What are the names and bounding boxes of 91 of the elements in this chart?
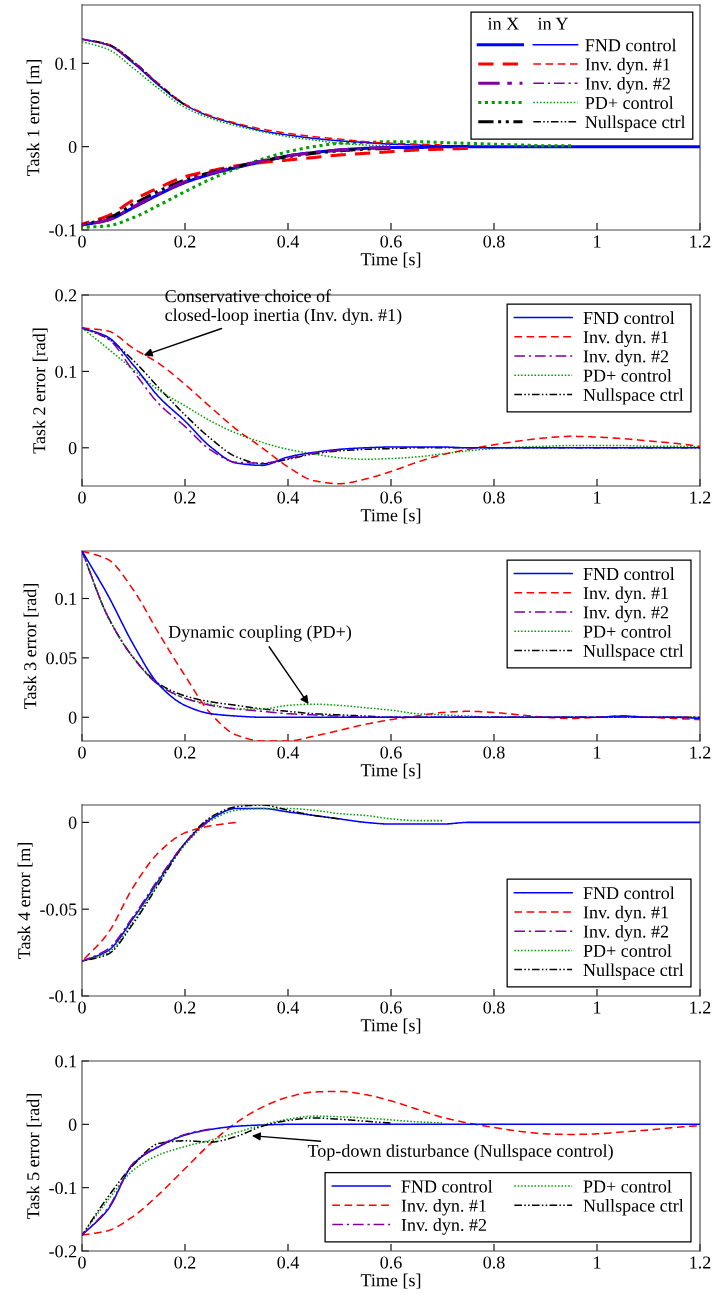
x-tick-label: 1.2 [690,1001,711,1014]
legend-label: PD+ control [583,1179,672,1193]
legend-label: Inv. dyn. #1 [401,1199,486,1216]
x-tick-label: 0 [78,746,86,759]
x-axis-title: Time [s] [360,1273,421,1289]
legend-label: Nullspace ctrl [583,963,684,980]
x-tick-label: 0.2 [174,746,196,759]
y-tick-label: 0.1 [55,365,77,378]
x-tick-label: 0.4 [277,491,299,504]
x-tick-label: 0.4 [277,1001,299,1014]
x-tick-label: 0 [78,235,86,248]
legend-label: PD+ control [583,625,672,638]
y-tick-label: -0.05 [40,903,77,916]
legend-label: FND control [583,311,675,325]
legend-label: Nullspace ctrl [583,388,684,405]
legend-label: Inv. dyn. #1 [583,586,668,603]
legend-label: Nullspace ctrl [585,115,686,132]
y-axis-title: Task 3 error [rad] [23,584,39,709]
y-tick-label: -0.1 [49,1181,77,1195]
annotation: Dynamic coupling (PD+) [168,625,352,642]
x-axis-title: Time [s] [360,763,421,779]
legend-label: FND control [583,886,675,900]
x-tick-label: 1 [594,1001,601,1014]
x-tick-label: 0 [78,1256,86,1269]
x-tick-label: 1 [594,1256,601,1269]
x-tick-label: 0 [78,1001,86,1014]
legend-label: Nullspace ctrl [583,644,684,661]
legend-label: PD+ control [583,944,672,957]
x-tick-label: 0.4 [277,746,299,759]
annotation: in X [487,17,519,30]
x-tick-label: 0.4 [277,235,299,248]
x-tick-label: 0.6 [380,491,402,504]
y-tick-label: 0.1 [55,592,77,606]
x-tick-label: 1 [594,746,601,759]
x-tick-label: 0.6 [380,746,402,759]
y-axis-title: Task 4 error [m] [17,843,33,959]
legend-label: Inv. dyn. #1 [583,905,668,923]
legend-label: Nullspace ctrl [583,1199,684,1216]
y-tick-label: 0.1 [55,1055,77,1068]
y-tick-label: 0.2 [55,289,77,302]
y-tick-label: -0.2 [49,1245,77,1258]
x-tick-label: 0.2 [174,235,196,248]
legend-label: Inv. dyn. #2 [583,924,669,942]
y-axis-title: Task 2 error [rad] [32,328,48,454]
x-tick-label: 0.6 [380,1256,402,1269]
x-tick-label: 1.2 [690,1256,711,1269]
legend-label: Inv. dyn. #1 [585,57,670,75]
legend-label: Inv. dyn. #2 [401,1218,487,1235]
x-tick-label: 0.6 [380,235,402,248]
x-tick-label: 1 [594,491,601,504]
legend-label: PD+ control [583,369,672,382]
annotation: in Y [537,17,569,30]
x-tick-label: 0.8 [483,1001,505,1014]
legend-label: FND control [583,567,675,581]
y-tick-label: -0.1 [49,224,77,237]
y-tick-label: 0 [68,1118,77,1131]
legend-label: FND control [401,1179,493,1193]
x-tick-label: 0.4 [277,1256,299,1269]
annotation: Conservative choice of closed-loop inertia (Inv. dyn. #1) [165,289,402,325]
legend-label: PD+ control [585,96,674,110]
legend-label: FND control [585,38,677,52]
legend-label: Inv. dyn. #1 [583,330,668,347]
legend-label: Inv. dyn. #2 [583,605,669,623]
x-tick-label: 0.2 [174,1256,196,1269]
y-tick-label: 0 [68,140,77,154]
x-tick-label: 0.2 [174,491,196,504]
x-tick-label: 0.8 [483,1256,505,1269]
legend-label: Inv. dyn. #2 [585,77,670,94]
y-axis-title: Task 1 error [m] [26,60,42,176]
x-tick-label: 0 [78,491,86,504]
y-tick-label: 0.1 [55,57,77,70]
x-tick-label: 0.2 [174,1001,196,1014]
x-tick-label: 0.8 [483,235,505,248]
x-tick-label: 0.6 [380,1001,402,1014]
annotation: Top-down disturbance (Nullspace control) [307,1144,613,1161]
y-tick-label: 0.05 [46,652,77,665]
y-tick-label: 0 [68,711,77,724]
x-tick-label: 0.8 [483,491,505,504]
y-axis-title: Task 5 error [rad] [26,1094,42,1219]
x-tick-label: 0.8 [483,746,505,759]
y-tick-label: 0 [68,442,77,455]
x-axis-title: Time [s] [360,1018,421,1034]
x-tick-label: 1.2 [690,491,711,504]
x-axis-title: Time [s] [360,252,421,268]
x-axis-title: Time [s] [360,508,421,524]
y-tick-label: -0.1 [49,990,77,1003]
y-tick-label: 0 [68,816,77,829]
x-tick-label: 1 [594,235,601,248]
legend-label: Inv. dyn. #2 [583,349,669,367]
x-tick-label: 1.2 [690,235,711,248]
x-tick-label: 1.2 [690,746,711,759]
